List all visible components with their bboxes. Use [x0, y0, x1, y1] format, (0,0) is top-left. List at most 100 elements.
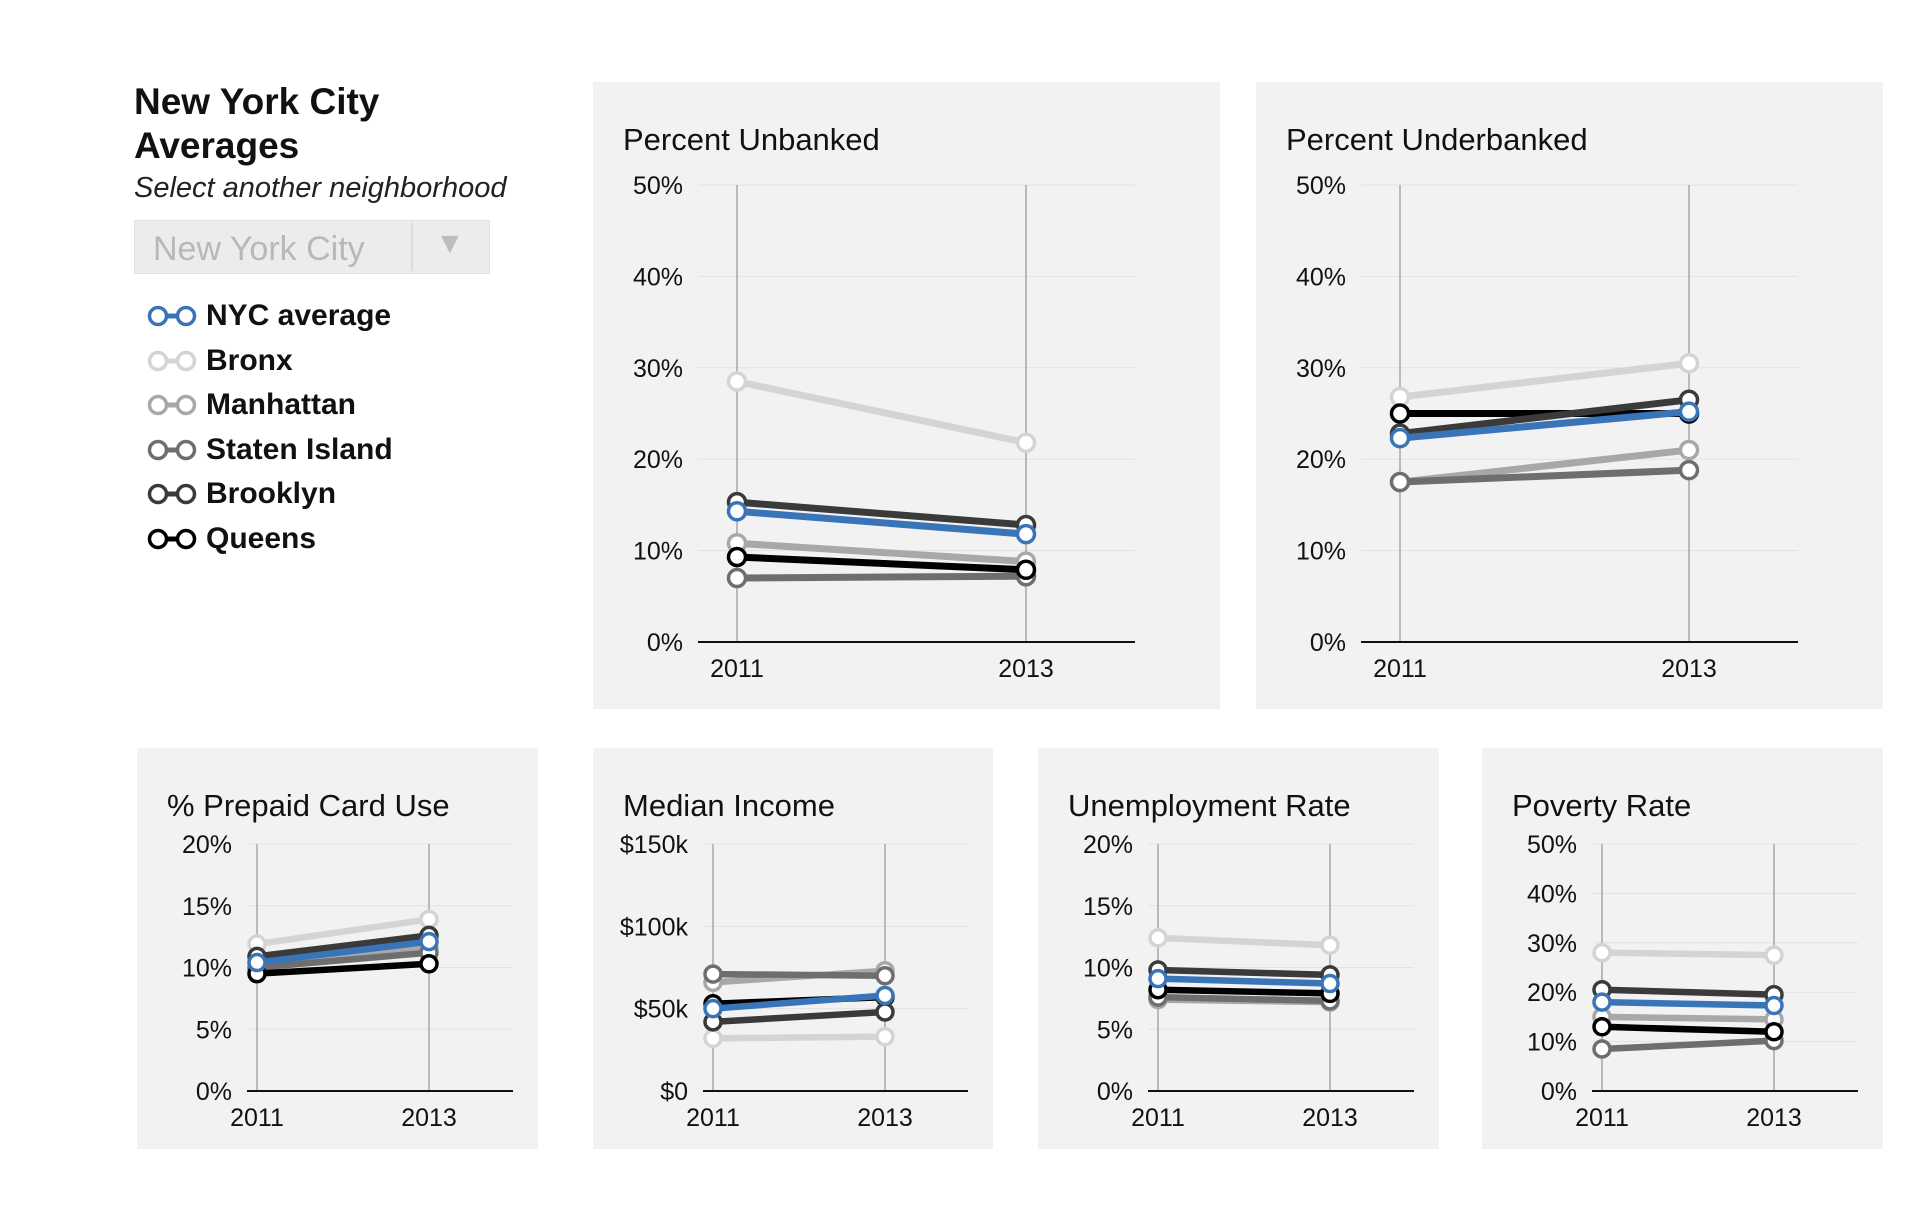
y-tick-label: 40%	[633, 263, 683, 291]
y-tick-label: $150k	[620, 831, 689, 859]
legend-label: Queens	[206, 521, 317, 555]
legend-label: Manhattan	[206, 388, 356, 422]
y-tick-label: $100k	[620, 913, 689, 941]
chart-title: % Prepaid Card Use	[167, 788, 450, 823]
sidebar: New York City Averages Select another ne…	[134, 80, 514, 555]
y-tick-label: 20%	[633, 446, 683, 474]
chart-title: Median Income	[623, 788, 835, 823]
series-line	[733, 507, 1030, 538]
y-tick-label: 15%	[1083, 893, 1133, 921]
data-point[interactable]	[703, 964, 723, 984]
data-point[interactable]	[419, 954, 439, 974]
series-line	[1154, 966, 1334, 979]
neighborhood-select[interactable]: New York City ▼	[134, 220, 490, 274]
data-point[interactable]	[875, 1026, 895, 1047]
data-point[interactable]	[1678, 439, 1700, 461]
data-point[interactable]	[875, 1002, 895, 1022]
y-tick-label: 15%	[182, 893, 232, 921]
panel-poverty-rate: Poverty Rate 0% 10% 20% 30% 40% 50% 2011 2013	[1482, 748, 1883, 1149]
series-bronx	[1389, 352, 1700, 408]
data-point[interactable]	[1389, 427, 1411, 449]
data-point[interactable]	[703, 1028, 723, 1049]
series-bronx	[1148, 928, 1340, 956]
data-point[interactable]	[1678, 459, 1700, 481]
series-nyc-average	[247, 931, 439, 973]
data-point[interactable]	[726, 546, 748, 568]
chart-percent-underbanked: 0% 10% 20% 30% 40% 50% 2011 2013	[1296, 172, 1798, 683]
y-tick-label: 5%	[1097, 1016, 1133, 1044]
y-tick-label: 10%	[182, 955, 232, 983]
data-point[interactable]	[1764, 1021, 1784, 1042]
chart-percent-unbanked: 0% 10% 20% 30% 40% 50% 2011 2013	[633, 172, 1135, 683]
legend-item-queens: Queens	[144, 517, 393, 562]
series-line	[733, 378, 1030, 447]
data-point[interactable]	[726, 501, 748, 522]
legend-swatch-icon	[147, 439, 197, 460]
chart-title: Poverty Rate	[1512, 788, 1692, 823]
y-tick-label: $50k	[634, 996, 689, 1024]
data-point[interactable]	[875, 965, 895, 986]
y-tick-label: 40%	[1296, 263, 1346, 291]
series-line	[1598, 1037, 1778, 1053]
series-line	[1396, 408, 1693, 442]
data-point[interactable]	[1592, 1039, 1612, 1059]
data-point[interactable]	[1015, 559, 1037, 581]
legend-swatch-icon	[147, 350, 197, 371]
chevron-down-icon[interactable]: ▼	[435, 227, 465, 260]
y-tick-label: $0	[660, 1078, 688, 1106]
data-point[interactable]	[1764, 945, 1784, 965]
data-point[interactable]	[419, 931, 439, 952]
data-point[interactable]	[1678, 352, 1700, 374]
series-nyc-average	[703, 985, 895, 1019]
legend-swatch-icon	[147, 484, 197, 505]
chart-title: Unemployment Rate	[1068, 788, 1351, 823]
chart-prepaid-card-use: 0% 5% 10% 15% 20% 2011 2013	[182, 831, 513, 1132]
chart-median-income: $0 $50k $100k $150k 2011 2013	[620, 831, 968, 1132]
series-line	[709, 1033, 889, 1042]
legend-item-manhattan: Manhattan	[144, 383, 393, 428]
data-point[interactable]	[1592, 992, 1612, 1012]
data-point[interactable]	[1592, 1017, 1612, 1037]
legend-swatch-icon	[147, 528, 197, 549]
data-point[interactable]	[1148, 968, 1168, 989]
x-tick-label: 2013	[998, 655, 1054, 683]
y-tick-label: 0%	[1097, 1078, 1133, 1106]
series-staten-island	[703, 964, 895, 986]
y-tick-label: 5%	[196, 1016, 232, 1044]
data-point[interactable]	[1592, 942, 1612, 963]
series-staten-island	[1389, 459, 1700, 493]
data-point[interactable]	[703, 998, 723, 1019]
series-line	[1154, 993, 1334, 1005]
y-tick-label: 0%	[1541, 1078, 1577, 1106]
series-line	[733, 572, 1030, 582]
data-point[interactable]	[1764, 995, 1784, 1016]
data-point[interactable]	[1320, 973, 1340, 994]
series-line	[1598, 1023, 1778, 1035]
legend-item-bronx: Bronx	[144, 339, 393, 384]
y-tick-label: 30%	[1296, 355, 1346, 383]
data-point[interactable]	[1389, 403, 1411, 424]
data-point[interactable]	[875, 985, 895, 1006]
neighborhood-select-value: New York City	[153, 230, 365, 268]
series-queens	[726, 546, 1037, 581]
data-point[interactable]	[1389, 471, 1411, 493]
series-bronx	[1592, 942, 1784, 965]
data-point[interactable]	[1148, 928, 1168, 948]
data-point[interactable]	[726, 567, 748, 589]
chart-poverty-rate: 0% 10% 20% 30% 40% 50% 2011 2013	[1527, 831, 1858, 1132]
legend-swatch-icon	[147, 306, 197, 327]
data-point[interactable]	[1015, 432, 1037, 453]
series-line	[1598, 986, 1778, 998]
data-point[interactable]	[1320, 935, 1340, 956]
series-nyc-average	[726, 501, 1037, 545]
select-divider	[411, 223, 413, 271]
data-point[interactable]	[1015, 523, 1037, 545]
data-point[interactable]	[419, 909, 439, 930]
panel-prepaid-card-use: % Prepaid Card Use 0% 5% 10% 15% 20% 2011 2013	[137, 748, 538, 1149]
data-point[interactable]	[1389, 386, 1411, 408]
data-point[interactable]	[247, 952, 267, 973]
data-point[interactable]	[726, 371, 748, 392]
x-tick-label: 2011	[1131, 1104, 1185, 1132]
data-point[interactable]	[1678, 401, 1700, 422]
chart-unemployment-rate: 0% 5% 10% 15% 20% 2011 2013	[1083, 831, 1414, 1132]
